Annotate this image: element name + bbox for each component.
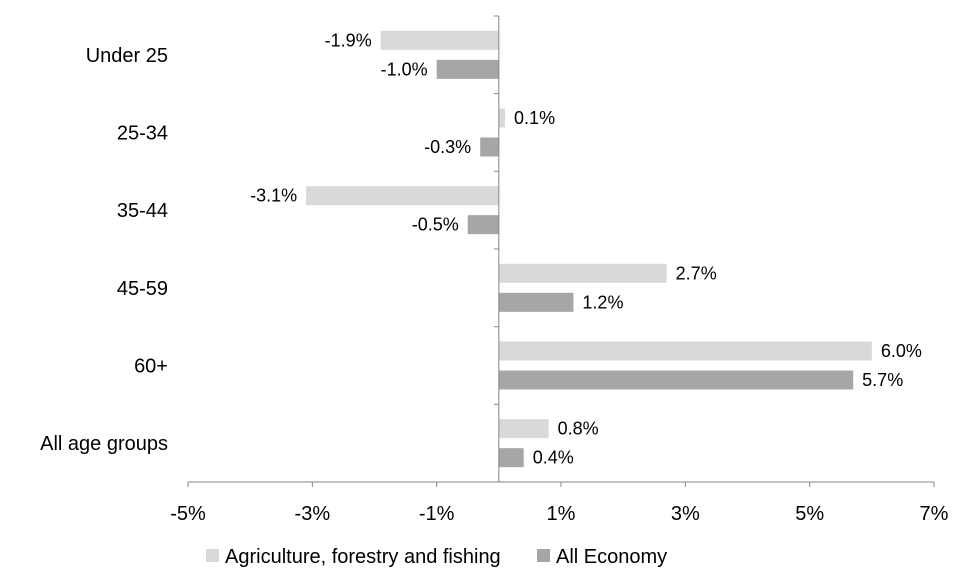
bar xyxy=(498,419,549,439)
data-label: -0.5% xyxy=(412,215,459,235)
data-label: 2.7% xyxy=(676,263,717,283)
category-label: 45-59 xyxy=(117,278,168,300)
bar xyxy=(480,137,499,157)
x-tick-label: -3% xyxy=(295,503,331,525)
data-label: 5.7% xyxy=(862,370,903,390)
category-label: All age groups xyxy=(40,433,168,455)
data-labels-layer: -1.9% -1.0% 0.1% -0.3% -3.1% -0.5% 2.7% 1.2% 6.0… xyxy=(250,30,922,467)
legend: Agriculture, forestry and fishing All Eco… xyxy=(206,546,667,568)
data-label: -0.3% xyxy=(424,137,471,157)
x-tick-label: 1% xyxy=(547,503,576,525)
bar xyxy=(498,292,574,312)
data-label: 0.4% xyxy=(533,448,574,468)
data-label: -1.0% xyxy=(381,59,428,79)
data-label: 0.8% xyxy=(558,419,599,439)
data-label: -3.1% xyxy=(250,186,297,206)
bar xyxy=(498,370,854,390)
bar xyxy=(498,341,872,361)
bar xyxy=(498,263,667,283)
data-label: -1.9% xyxy=(325,30,372,50)
legend-label: All Economy xyxy=(556,546,667,568)
category-label: Under 25 xyxy=(86,45,168,67)
category-label: 60+ xyxy=(134,356,168,378)
bar xyxy=(498,448,524,468)
x-tick-label: -5% xyxy=(170,503,206,525)
bar xyxy=(306,186,499,206)
bar xyxy=(467,215,499,235)
data-label: 6.0% xyxy=(881,341,922,361)
x-tick-label: 3% xyxy=(671,503,700,525)
bar xyxy=(380,30,499,50)
legend-swatch xyxy=(206,549,219,562)
data-label: 1.2% xyxy=(582,292,623,312)
axes: Under 25 25-34 35-44 45-59 60+ All age groups… xyxy=(40,15,949,525)
bar xyxy=(436,59,499,79)
x-tick-label: 7% xyxy=(920,503,949,525)
category-label: 25-34 xyxy=(117,123,168,145)
legend-swatch xyxy=(537,549,550,562)
category-label: 35-44 xyxy=(117,200,168,222)
bars-layer xyxy=(306,30,872,468)
legend-label: Agriculture, forestry and fishing xyxy=(225,546,501,568)
x-tick-label: -1% xyxy=(419,503,455,525)
data-label: 0.1% xyxy=(514,108,555,128)
bar xyxy=(498,108,506,128)
x-tick-label: 5% xyxy=(795,503,824,525)
